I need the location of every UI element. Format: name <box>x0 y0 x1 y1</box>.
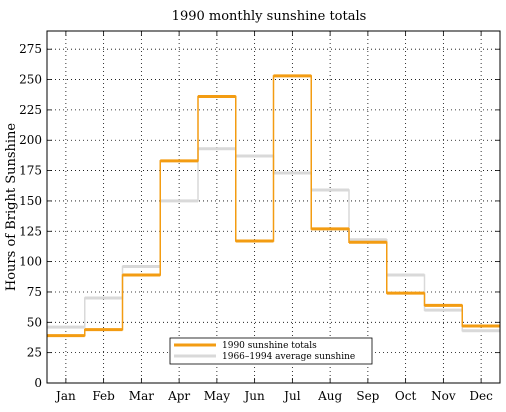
legend-label-series-1: 1990 sunshine totals <box>222 341 317 351</box>
x-tick-label: Sep <box>356 389 379 403</box>
y-tick-label: 275 <box>19 42 42 56</box>
x-tick-label: Dec <box>469 389 493 403</box>
x-tick-label: May <box>204 389 230 403</box>
x-tick-label: Jul <box>282 389 301 403</box>
axis-ticks: 0 25 50 75 100 125 150 175 200 225 250 275 Jan Feb Mar… <box>19 31 500 403</box>
x-tick-label: Nov <box>431 389 456 403</box>
x-tick-label: Jan <box>54 389 76 403</box>
y-tick-label: 100 <box>19 255 42 269</box>
y-tick-label: 200 <box>19 133 42 147</box>
x-tick-label: Jun <box>242 389 265 403</box>
x-tick-label: Mar <box>129 389 154 403</box>
y-tick-label: 175 <box>19 164 42 178</box>
x-tick-label: Oct <box>395 389 417 403</box>
y-tick-label: 25 <box>27 346 42 360</box>
legend-label-series-2: 1966–1994 average sunshine <box>222 352 355 362</box>
series-line-1 <box>47 75 500 337</box>
grid <box>47 31 500 383</box>
x-tick-label: Feb <box>92 389 115 403</box>
y-tick-label: 75 <box>27 285 42 299</box>
x-tick-label: Aug <box>317 389 342 403</box>
y-tick-label: 0 <box>34 376 42 390</box>
y-axis-label: Hours of Bright Sunshine <box>4 123 19 292</box>
plot-frame <box>46 30 501 384</box>
series-group <box>47 74 500 338</box>
y-tick-label: 225 <box>19 103 42 117</box>
x-tick-label: Apr <box>167 389 190 403</box>
y-tick-label: 125 <box>19 224 42 238</box>
legend: 1990 sunshine totals 1966–1994 average s… <box>169 337 373 365</box>
y-tick-label: 50 <box>27 315 42 329</box>
y-tick-label: 150 <box>19 194 42 208</box>
chart-title: 1990 monthly sunshine totals <box>172 9 367 24</box>
y-tick-label: 250 <box>19 73 42 87</box>
legend-box <box>169 337 373 365</box>
